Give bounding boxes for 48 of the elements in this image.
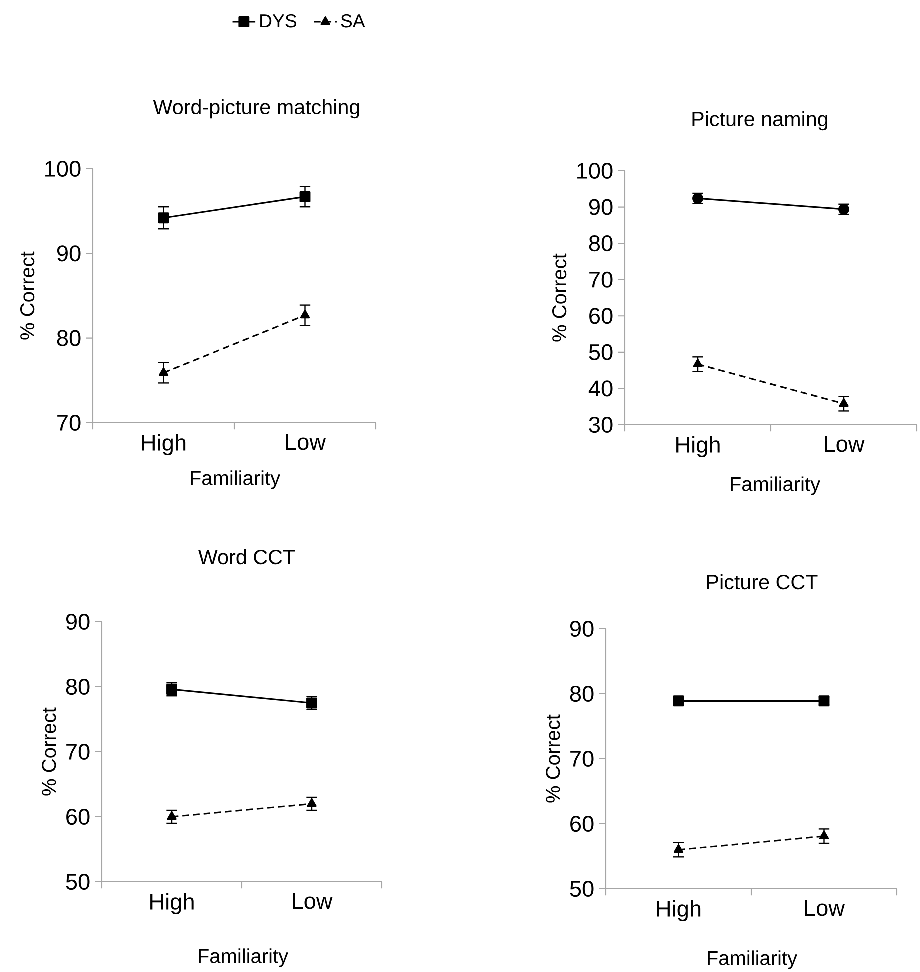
y-tick-label: 80 (589, 236, 613, 252)
y-tick-label: 80 (66, 678, 90, 696)
y-tick-label: 40 (588, 380, 613, 397)
point (300, 191, 311, 202)
x-tick-label: High (657, 900, 701, 922)
y-tick-label: 90 (570, 620, 594, 638)
chart-title: Picture CCT (707, 574, 818, 590)
x-tick-label: High (142, 434, 186, 456)
x-tick-label: Low (286, 434, 326, 450)
y-tick-label: 90 (66, 614, 90, 630)
x-axis-title: Familiarity (708, 950, 798, 970)
y-tick-label: 70 (58, 414, 81, 432)
x-tick-label: Low (293, 893, 333, 910)
legend-label: SA (341, 14, 366, 28)
point (158, 212, 170, 224)
y-tick-label: 30 (589, 416, 613, 434)
y-axis-title: % Correct (546, 714, 560, 803)
y-axis-title: % Correct (552, 254, 567, 342)
y-tick-label: 90 (57, 246, 81, 262)
chart-title: Picture naming (692, 111, 828, 131)
chart-title: Word CCT (198, 549, 296, 565)
y-tick-label: 60 (66, 808, 90, 826)
x-tick-label: High (150, 893, 194, 915)
x-tick-label: High (676, 436, 720, 458)
point (818, 696, 830, 707)
y-axis-title: % Correct (42, 708, 56, 796)
y-tick-label: 60 (570, 816, 594, 832)
legend-label: DYS (260, 14, 297, 28)
x-axis-title: Familiarity (191, 470, 281, 490)
y-tick-label: 80 (570, 686, 594, 702)
y-tick-label: 60 (590, 308, 613, 324)
y-tick-label: 50 (589, 344, 613, 360)
y-axis-title: % Correct (20, 252, 35, 340)
x-axis-title: Familiarity (731, 476, 820, 496)
y-tick-label: 70 (570, 750, 594, 768)
chart-title: Word-picture matching (153, 99, 360, 119)
x-tick-label: Low (805, 900, 846, 916)
y-tick-label: 100 (46, 160, 81, 178)
y-tick-label: 100 (578, 162, 613, 180)
y-tick-label: 80 (57, 330, 81, 346)
point (673, 696, 684, 707)
x-tick-label: Low (825, 436, 865, 452)
y-tick-label: 90 (589, 199, 613, 216)
y-tick-label: 50 (66, 874, 90, 890)
y-tick-label: 70 (66, 744, 90, 760)
y-tick-label: 50 (570, 880, 594, 898)
y-tick-label: 70 (590, 272, 613, 288)
x-axis-title: Familiarity (199, 948, 288, 968)
